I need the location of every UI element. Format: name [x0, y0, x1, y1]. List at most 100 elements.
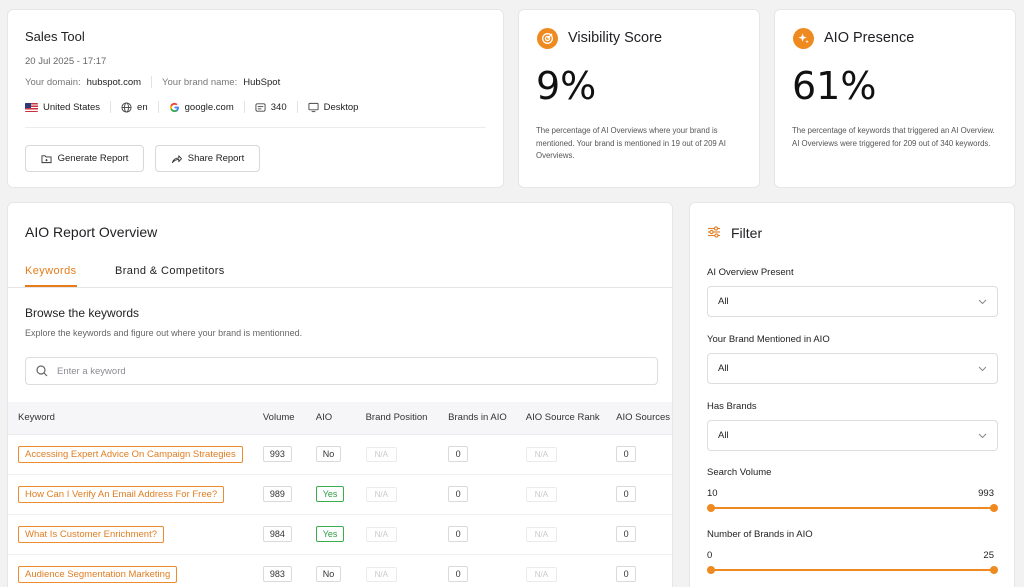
sources-count-value: 0 — [616, 566, 637, 582]
visibility-score-value: 9% — [536, 64, 597, 108]
aio-present-select[interactable]: All — [707, 286, 998, 317]
aio-presence-card: AIO Presence 61% The percentage of keywo… — [774, 9, 1016, 188]
brands-count-value: 0 — [448, 526, 469, 542]
search-icon — [36, 365, 48, 377]
table-row: Accessing Expert Advice On Campaign Stra… — [8, 434, 672, 475]
source-rank-value: N/A — [525, 566, 558, 582]
range-min-handle[interactable] — [707, 504, 715, 512]
divider — [110, 101, 112, 113]
keyword-link[interactable]: Accessing Expert Advice On Campaign Stra… — [18, 445, 243, 463]
brand-value: HubSpot — [243, 76, 281, 88]
browse-keywords-title: Browse the keywords — [25, 306, 140, 320]
aio-present-label: AI Overview Present — [707, 267, 794, 278]
column-header-volume[interactable]: Volume — [252, 402, 306, 435]
keyword-link[interactable]: How Can I Verify An Email Address For Fr… — [18, 485, 225, 503]
tab-divider — [8, 287, 672, 288]
keywords-table: Keyword Volume AIO Brand Position Brands… — [8, 402, 672, 587]
domain-value: hubspot.com — [86, 76, 142, 88]
sources-count-value: 0 — [616, 486, 637, 502]
brand-position-value: N/A — [365, 566, 397, 582]
keyword-link[interactable]: Audience Segmentation Marketing — [18, 565, 178, 583]
country-setting: United States — [25, 102, 100, 113]
source-rank-value: N/A — [525, 486, 558, 502]
volume-value: 983 — [262, 566, 292, 582]
search-volume-range-slider[interactable]: 10 993 — [707, 488, 998, 518]
filter-panel: Filter AI Overview Present All Your Bran… — [689, 202, 1015, 587]
keyword-count-setting: 340 — [255, 102, 287, 113]
search-volume-max: 993 — [978, 488, 994, 499]
aio-present-value: All — [718, 296, 729, 307]
brand-label: Your brand name: — [162, 76, 238, 88]
column-header-aio-sources[interactable]: AIO Sources — [606, 402, 672, 435]
volume-value: 993 — [262, 446, 292, 462]
brand-mentioned-value: All — [718, 363, 729, 374]
chevron-down-icon — [978, 299, 987, 304]
column-header-aio-source-rank[interactable]: AIO Source Rank — [515, 402, 607, 435]
brands-count-value: 0 — [448, 486, 469, 502]
language-value: en — [137, 101, 148, 113]
filter-title: Filter — [731, 225, 763, 241]
keyword-link[interactable]: What Is Customer Enrichment? — [18, 525, 164, 543]
brand-mentioned-select[interactable]: All — [707, 353, 998, 384]
tab-brand-competitors[interactable]: Brand & Competitors — [115, 265, 225, 277]
engine-value: google.com — [184, 101, 234, 113]
keyword-search-input[interactable] — [57, 365, 617, 377]
aio-presence-description: The percentage of keywords that triggere… — [792, 126, 995, 148]
project-title: Sales Tool — [25, 29, 85, 44]
range-max-handle[interactable] — [990, 566, 998, 574]
aio-status-badge: Yes — [315, 486, 345, 502]
sources-count-value: 0 — [616, 526, 637, 542]
column-header-aio[interactable]: AIO — [305, 402, 356, 435]
has-brands-select[interactable]: All — [707, 420, 998, 451]
has-brands-value: All — [718, 430, 729, 441]
volume-value: 984 — [262, 526, 292, 542]
report-header-card: Sales Tool 20 Jul 2025 - 17:17 Your doma… — [7, 9, 504, 188]
brands-count-value: 0 — [448, 446, 469, 462]
share-report-button[interactable]: Share Report — [155, 145, 260, 172]
chevron-down-icon — [978, 366, 987, 371]
keyword-count-value: 340 — [270, 101, 287, 113]
brands-count-label: Number of Brands in AIO — [707, 529, 813, 540]
divider — [157, 101, 159, 113]
table-header-row: Keyword Volume AIO Brand Position Brands… — [8, 402, 672, 435]
report-overview-title: AIO Report Overview — [25, 224, 158, 240]
country-value: United States — [43, 101, 101, 113]
visibility-score-title: Visibility Score — [568, 30, 663, 46]
table-row: What Is Customer Enrichment? 984 Yes N/A… — [8, 514, 672, 555]
generate-report-label: Generate Report — [57, 153, 129, 164]
range-min-handle[interactable] — [707, 566, 715, 574]
brand-position-value: N/A — [365, 486, 397, 502]
column-header-brands-in-aio[interactable]: Brands in AIO — [438, 402, 516, 435]
column-header-brand-position[interactable]: Brand Position — [355, 402, 439, 435]
range-max-handle[interactable] — [990, 504, 998, 512]
brands-count-max: 25 — [983, 550, 994, 561]
divider — [25, 127, 486, 128]
folder-icon — [41, 154, 52, 163]
report-date: 20 Jul 2025 - 17:17 — [25, 56, 107, 67]
visibility-score-card: Visibility Score 9% The percentage of AI… — [518, 9, 760, 188]
search-volume-label: Search Volume — [707, 467, 772, 478]
sparkle-icon — [793, 28, 814, 49]
sources-count-value: 0 — [616, 446, 637, 462]
has-brands-label: Has Brands — [707, 401, 757, 412]
report-settings-row: United States en google.com 340 Desktop — [25, 101, 358, 113]
desktop-icon — [308, 102, 319, 112]
range-track — [711, 569, 994, 571]
sliders-icon — [708, 226, 720, 238]
device-setting: Desktop — [308, 102, 358, 113]
range-track — [711, 507, 994, 509]
keyword-search[interactable] — [25, 357, 658, 385]
language-setting: en — [121, 102, 148, 113]
tab-keywords[interactable]: Keywords — [25, 265, 77, 287]
brands-count-min: 0 — [707, 550, 713, 561]
column-header-keyword[interactable]: Keyword — [8, 402, 253, 435]
aio-presence-title: AIO Presence — [824, 30, 915, 46]
keywords-icon — [255, 102, 266, 112]
table-row: How Can I Verify An Email Address For Fr… — [8, 474, 672, 515]
brands-count-value: 0 — [448, 566, 469, 582]
brands-count-range-slider[interactable]: 0 25 — [707, 550, 998, 580]
engine-setting: google.com — [169, 102, 234, 113]
aio-presence-value: 61% — [792, 64, 877, 108]
generate-report-button[interactable]: Generate Report — [25, 145, 144, 172]
share-report-label: Share Report — [187, 153, 245, 164]
